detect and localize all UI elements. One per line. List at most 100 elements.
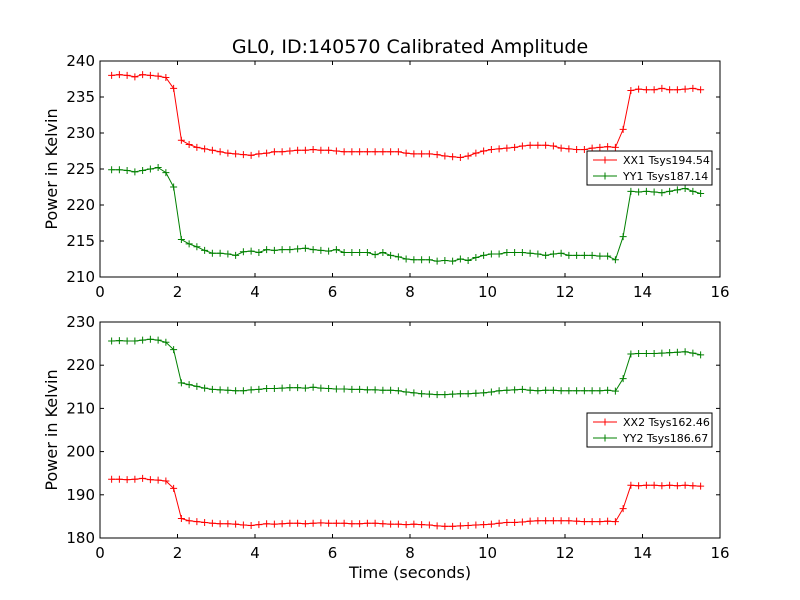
- data-point: [441, 152, 449, 160]
- data-point: [573, 387, 581, 395]
- data-point: [201, 145, 209, 153]
- data-point: [232, 150, 240, 158]
- plot-frame-2: [99, 321, 721, 539]
- data-point: [650, 481, 658, 489]
- chart-title: GL0, ID:140570 Calibrated Amplitude: [232, 36, 588, 58]
- data-point: [216, 148, 224, 156]
- data-point: [340, 249, 348, 257]
- data-point: [573, 517, 581, 525]
- data-point: [604, 252, 612, 260]
- data-point: [340, 385, 348, 393]
- data-point: [658, 349, 666, 357]
- data-point: [425, 390, 433, 398]
- series-1-2: [108, 164, 705, 265]
- data-point: [588, 518, 596, 526]
- data-point: [441, 256, 449, 264]
- data-point: [456, 390, 464, 398]
- data-point: [619, 375, 627, 383]
- data-point: [270, 246, 278, 254]
- data-point: [681, 481, 689, 489]
- data-point: [573, 146, 581, 154]
- legend-marker: [601, 418, 609, 426]
- data-point: [255, 385, 263, 393]
- data-point: [394, 520, 402, 528]
- data-point: [518, 518, 526, 526]
- data-point: [418, 150, 426, 158]
- data-point: [487, 146, 495, 154]
- data-point: [146, 71, 154, 79]
- data-point: [309, 383, 317, 391]
- data-point: [534, 517, 542, 525]
- data-point: [123, 337, 131, 345]
- data-point: [627, 350, 635, 358]
- data-point: [542, 386, 550, 394]
- data-point: [255, 249, 263, 257]
- data-point: [208, 519, 216, 527]
- legend-2: XX2 Tsys162.46 YY2 Tsys186.67: [586, 412, 713, 448]
- data-point: [325, 385, 333, 393]
- data-point: [170, 84, 178, 92]
- data-point: [596, 518, 604, 526]
- data-point: [177, 236, 185, 244]
- x-tick-label: 2: [173, 544, 183, 562]
- data-point: [263, 520, 271, 528]
- legend-box: [586, 150, 713, 186]
- chart-panel-1: 0 2 4 6 8 10 12 14 16 210 215 220 225 230 235 240 Power …: [42, 52, 730, 301]
- data-point: [208, 146, 216, 154]
- data-point: [580, 518, 588, 526]
- data-point: [433, 151, 441, 159]
- data-point: [263, 385, 271, 393]
- y-tick-label: 215: [66, 232, 95, 250]
- data-point: [635, 85, 643, 93]
- series-2-1: [108, 474, 705, 530]
- data-point: [503, 144, 511, 152]
- data-point: [356, 520, 364, 528]
- data-point: [387, 251, 395, 259]
- data-point: [185, 381, 193, 389]
- data-point: [596, 387, 604, 395]
- data-point: [363, 386, 371, 394]
- data-point: [534, 387, 542, 395]
- data-point: [441, 391, 449, 399]
- data-point: [604, 386, 612, 394]
- data-point: [332, 147, 340, 155]
- data-point: [379, 249, 387, 257]
- data-point: [216, 520, 224, 528]
- data-point: [464, 256, 472, 264]
- y-tick-label: 235: [66, 88, 95, 106]
- data-point: [549, 142, 557, 150]
- data-point: [356, 385, 364, 393]
- data-point: [294, 519, 302, 527]
- data-point: [232, 387, 240, 395]
- data-point: [635, 350, 643, 358]
- data-point: [146, 476, 154, 484]
- data-point: [449, 522, 457, 530]
- data-point: [402, 388, 410, 396]
- data-point: [201, 518, 209, 526]
- data-point: [402, 255, 410, 263]
- legend-label: YY1 Tsys187.14: [622, 170, 708, 183]
- data-point: [348, 520, 356, 528]
- data-point: [387, 148, 395, 156]
- data-point: [425, 521, 433, 529]
- data-point: [139, 166, 147, 174]
- data-point: [115, 166, 123, 174]
- data-point: [673, 186, 681, 194]
- data-point: [511, 249, 519, 257]
- data-point: [666, 481, 674, 489]
- data-point: [294, 146, 302, 154]
- data-point: [557, 387, 565, 395]
- data-point: [286, 246, 294, 254]
- data-point: [557, 144, 565, 152]
- data-point: [177, 136, 185, 144]
- data-point: [518, 385, 526, 393]
- data-point: [611, 387, 619, 395]
- data-point: [472, 521, 480, 529]
- data-point: [495, 145, 503, 153]
- data-point: [697, 86, 705, 94]
- data-point: [449, 257, 457, 265]
- data-point: [689, 482, 697, 490]
- data-point: [146, 165, 154, 173]
- data-point: [379, 148, 387, 156]
